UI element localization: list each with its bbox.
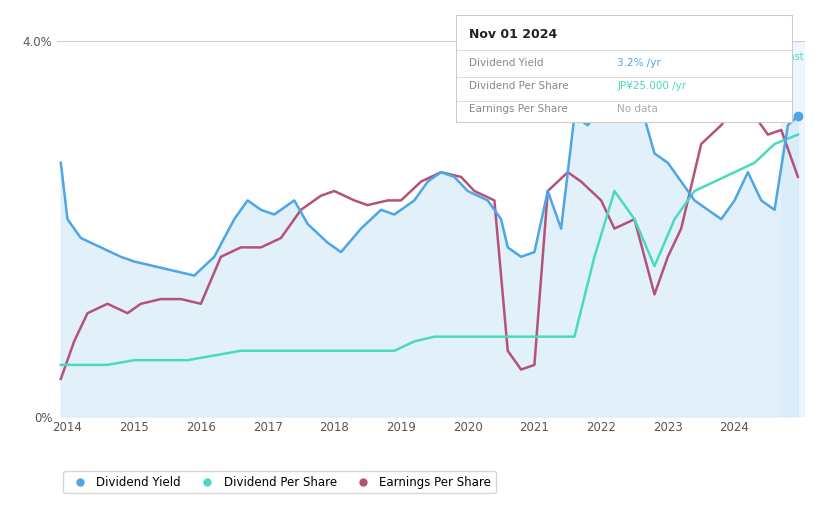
Legend: Dividend Yield, Dividend Per Share, Earnings Per Share: Dividend Yield, Dividend Per Share, Earn… bbox=[63, 471, 496, 493]
Text: Nov 01 2024: Nov 01 2024 bbox=[469, 28, 557, 41]
Text: Earnings Per Share: Earnings Per Share bbox=[469, 104, 568, 114]
Bar bbox=[782, 41, 805, 417]
Text: Dividend Per Share: Dividend Per Share bbox=[469, 81, 569, 91]
Text: Dividend Yield: Dividend Yield bbox=[469, 58, 544, 68]
Text: JP¥25.000 /yr: JP¥25.000 /yr bbox=[617, 81, 686, 91]
Text: 3.2% /yr: 3.2% /yr bbox=[617, 58, 661, 68]
Text: No data: No data bbox=[617, 104, 658, 114]
Text: Past: Past bbox=[782, 52, 803, 62]
